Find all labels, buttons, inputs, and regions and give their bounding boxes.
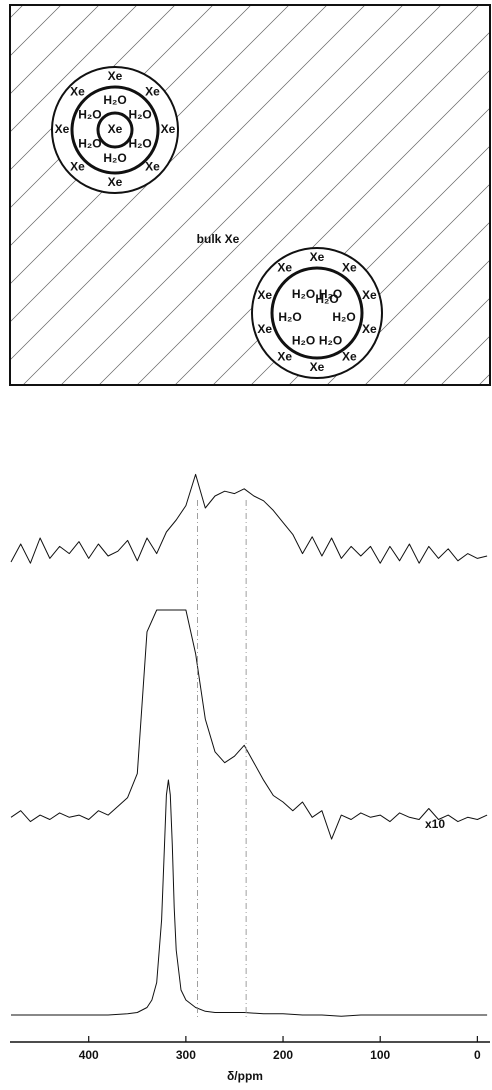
hatch-line	[0, 0, 28, 390]
core-label: Xe	[108, 122, 123, 136]
x-tick-label: 400	[79, 1048, 99, 1062]
hatch-line	[436, 0, 492, 390]
xe-label: Xe	[277, 350, 292, 364]
water-label: H₂O	[319, 287, 342, 301]
spectrum-trace	[11, 474, 487, 563]
water-label: H₂O	[128, 137, 151, 151]
xe-label: Xe	[55, 122, 70, 136]
water-label: H₂O	[278, 310, 301, 324]
hatch-line	[0, 0, 104, 390]
water-label: H₂O	[103, 151, 126, 165]
water-label: H₂O	[103, 93, 126, 107]
xe-label: Xe	[161, 122, 176, 136]
xe-label: Xe	[277, 261, 292, 275]
figure: bulk Xe Xe XeXeXeXeXeXeXeXeH₂OH₂OH₂OH₂OH…	[0, 0, 492, 1090]
x-tick-label: 300	[176, 1048, 196, 1062]
hatch-line	[0, 0, 180, 390]
xe-label: Xe	[362, 322, 377, 336]
hatch-line	[0, 0, 294, 390]
water-label: H₂O	[78, 108, 101, 122]
water-label: H₂O	[319, 334, 342, 348]
xe-label: Xe	[145, 85, 160, 99]
hatching	[0, 0, 492, 390]
xe-label: Xe	[257, 288, 272, 302]
annotation: x10	[425, 817, 445, 831]
hatch-line	[0, 0, 142, 390]
hatch-line	[56, 0, 446, 390]
xe-label: Xe	[257, 322, 272, 336]
x-tick-label: 100	[370, 1048, 390, 1062]
xe-label: Xe	[108, 69, 123, 83]
hatch-line	[398, 0, 492, 390]
xe-label: Xe	[342, 350, 357, 364]
xe-label: Xe	[342, 261, 357, 275]
xe-label: Xe	[145, 160, 160, 174]
water-label: H₂O	[332, 310, 355, 324]
xe-label: Xe	[362, 288, 377, 302]
spectrum-trace	[11, 780, 487, 1016]
bulk-label: bulk Xe	[197, 232, 240, 246]
water-label: H₂O	[128, 108, 151, 122]
x-tick-label: 0	[474, 1048, 481, 1062]
xe-label: Xe	[70, 85, 85, 99]
xe-label: Xe	[70, 160, 85, 174]
x-tick-label: 200	[273, 1048, 293, 1062]
bulk-box	[10, 5, 490, 385]
xe-label: Xe	[108, 175, 123, 189]
water-label: H₂O	[292, 334, 315, 348]
x-axis-label: δ/ppm	[227, 1069, 263, 1083]
cluster-2	[252, 248, 382, 378]
hatch-line	[0, 0, 218, 390]
water-label: H₂O	[292, 287, 315, 301]
spectrum-trace	[11, 610, 487, 839]
xe-label: Xe	[310, 250, 325, 264]
water-label: H₂O	[78, 137, 101, 151]
xe-label: Xe	[310, 360, 325, 374]
